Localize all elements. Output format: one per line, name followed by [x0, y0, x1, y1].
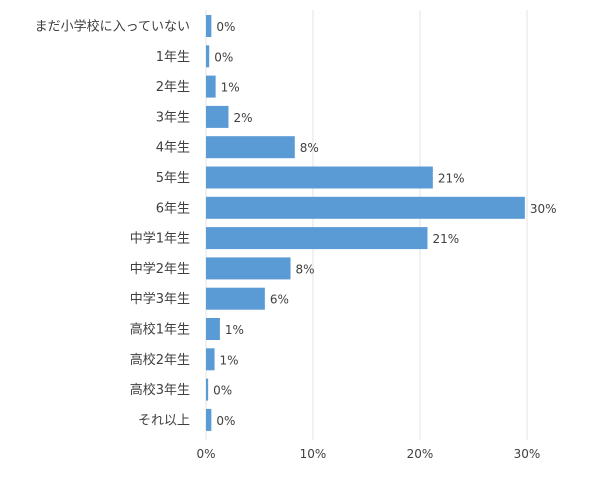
- x-axis-tick-labels: 0% 10% 20% 30%: [196, 447, 540, 461]
- bar: [206, 75, 216, 98]
- category-label: 2年生: [156, 80, 190, 95]
- bar: [206, 408, 212, 431]
- x-tick-label: 30%: [514, 447, 541, 461]
- data-label: 0%: [216, 414, 235, 428]
- bar: [206, 15, 212, 37]
- bar: [206, 196, 525, 219]
- gridlines: [205, 10, 528, 440]
- category-label: 中学3年生: [130, 291, 190, 307]
- data-label: 21%: [438, 172, 465, 186]
- data-label: 1%: [225, 323, 244, 337]
- data-label: 0%: [216, 20, 235, 34]
- category-labels: まだ小学校に入っていない 1年生 2年生 3年生 4年生 5年生 6年生中学1年生中学2年生…: [35, 19, 190, 429]
- data-label: 0%: [213, 384, 232, 398]
- bars: [206, 15, 525, 431]
- data-label: 0%: [214, 50, 233, 64]
- x-tick-label: 20%: [407, 447, 434, 461]
- category-label: 1年生: [156, 50, 190, 65]
- x-tick-label: 0%: [196, 447, 215, 461]
- category-label: それ以上: [138, 413, 190, 428]
- bar: [206, 318, 220, 340]
- bar: [206, 45, 210, 68]
- bar: [206, 136, 295, 159]
- data-label: 8%: [296, 262, 315, 276]
- category-label: 中学2年生: [130, 261, 190, 277]
- data-label: 6%: [270, 293, 289, 307]
- data-label: 8%: [300, 141, 319, 155]
- category-label: 高校2年生: [130, 352, 190, 368]
- category-label: 高校1年生: [130, 322, 190, 338]
- category-label: 3年生: [156, 110, 190, 125]
- bar: [206, 257, 291, 280]
- data-label: 21%: [432, 232, 459, 246]
- category-label: 高校3年生: [130, 382, 190, 398]
- data-label: 30%: [530, 202, 557, 216]
- category-label: 5年生: [156, 171, 190, 186]
- category-label: 6年生: [156, 201, 190, 216]
- data-label: 1%: [221, 81, 240, 95]
- bar: [206, 378, 209, 401]
- value-labels: 0% 0% 1% 2% 8% 21% 30% 21% 8% 6% 1% 1% 0% 0%: [213, 20, 556, 428]
- data-label: 1%: [220, 353, 239, 367]
- category-label: まだ小学校に入っていない: [35, 19, 190, 35]
- category-label: 中学1年生: [130, 231, 190, 247]
- bar: [206, 348, 215, 371]
- data-label: 2%: [233, 111, 252, 125]
- bar: [206, 105, 229, 128]
- bar: [206, 227, 428, 250]
- category-label: 4年生: [156, 141, 190, 156]
- x-tick-label: 10%: [300, 447, 327, 461]
- bar: [206, 166, 433, 189]
- bar: [206, 287, 265, 310]
